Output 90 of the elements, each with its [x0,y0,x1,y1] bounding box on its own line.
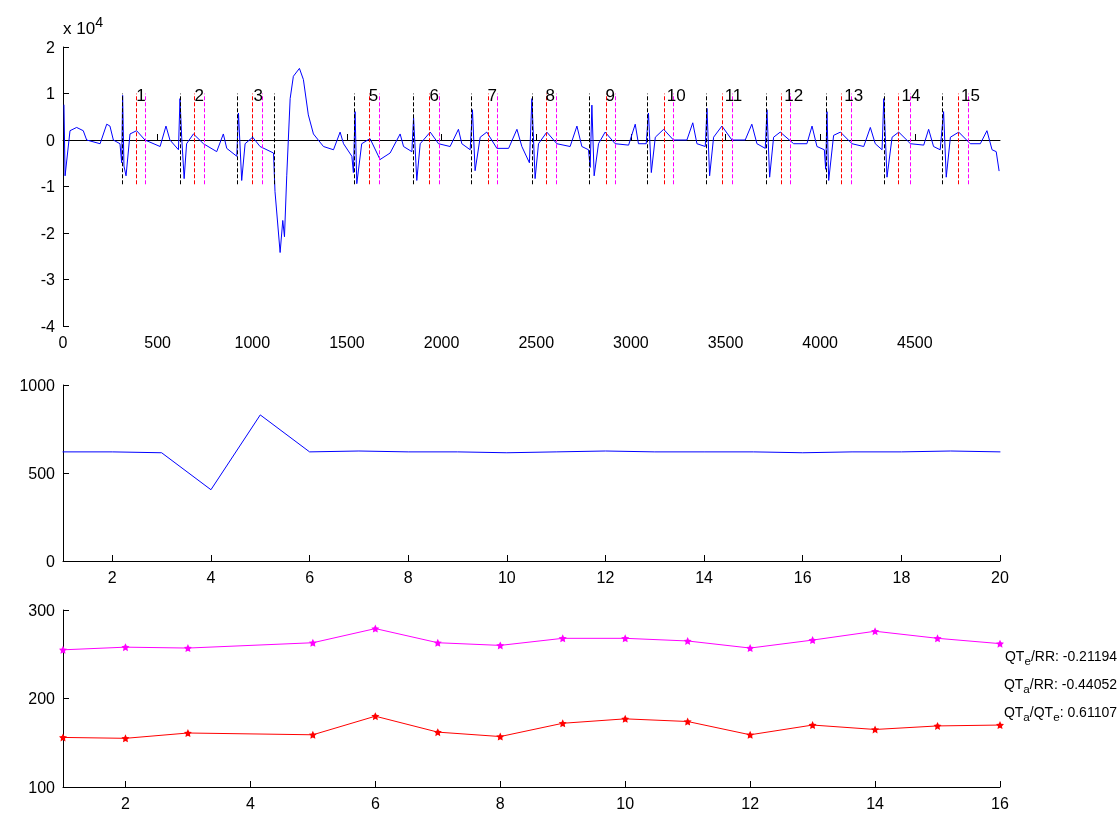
point [683,636,692,645]
point [996,639,1004,648]
x-tick-label: 4 [245,794,255,812]
annotation: 10 [666,86,686,106]
y-tick-label: 0 [46,552,56,570]
x-tick-label: 2 [107,568,117,586]
y-tick-label: -2 [40,224,56,242]
y-tick-label: 500 [28,464,56,482]
x-tick-label: 8 [495,794,505,812]
y-tick-label: 0 [46,131,56,149]
point [933,634,942,643]
x-tick-label: 10 [616,794,635,812]
point [496,732,505,741]
annotation: 8 [545,86,555,106]
annotation: 12 [784,86,804,106]
x-tick-label: 16 [793,568,812,586]
point [933,721,942,730]
annotation: 7 [487,86,498,106]
annotation: 3 [253,86,264,106]
point [746,730,755,739]
annotation: 6 [429,86,439,106]
line-series [62,414,1001,491]
x-tick-label: 14 [866,794,885,812]
x-tick-label: 8 [403,568,413,586]
x-tick-label: 12 [596,568,615,586]
x-tick-label: 4000 [802,333,839,351]
y-tick-label: 1 [46,85,56,102]
annotation: 14 [901,86,921,106]
point [558,719,567,728]
x-tick-label: 3000 [613,333,649,351]
annotation: 9 [605,86,615,106]
x-tick-label: 4 [206,568,216,586]
point [121,643,130,652]
x-tick-label: 6 [370,794,380,812]
y-tick-label: -1 [40,178,56,195]
x-tick-label: 18 [892,568,911,586]
point [808,721,817,730]
point [433,728,442,737]
x-tick-label: 4500 [897,333,933,351]
y-tick-label: 300 [28,601,56,619]
point [183,644,192,653]
x-tick-label: 1000 [234,333,271,351]
point [371,712,380,721]
x-tick-label: 2500 [518,333,555,351]
y-tick-label: 1000 [19,376,56,394]
x-tick-label: 2 [121,794,131,812]
point [683,717,692,726]
y-tick-label: -4 [40,317,56,335]
y-tick-label: 2 [46,38,56,56]
point [308,638,317,647]
point [496,641,505,650]
x-tick-label: 12 [741,794,760,812]
x-tick-label: 500 [144,333,172,351]
x-tick-label: 0 [58,333,68,351]
point [59,733,67,742]
point [808,636,817,645]
text: QT$_{e}$/RR: -0.21194 [1004,648,1117,667]
annotation: 1 [136,86,146,106]
x-tick-label: 20 [991,568,1009,586]
text: QT$_{a}$/RR: -0.44052 [1003,676,1117,695]
point [746,644,755,653]
y-tick-label: -3 [40,271,56,288]
text: QT$_{a}$/QT$_{e}$: 0.61107 [1003,704,1117,723]
x-tick-label: 10 [497,568,516,586]
point [871,725,880,734]
point [121,734,130,743]
point [371,624,380,633]
line-series [63,67,1000,254]
annotation: 2 [194,86,205,106]
point [871,627,880,636]
x-tick-label: 2000 [423,333,460,351]
annotation: 5 [368,86,379,106]
x-tick-label: 1500 [329,333,365,351]
x-tick-label: 6 [305,568,315,586]
point [183,729,192,738]
annotation: 11 [724,86,743,106]
point [621,714,630,723]
x-tick-label: 14 [695,568,714,586]
point [308,730,317,739]
text: x 10$^{4}$ [63,14,104,39]
annotation: 13 [844,86,864,106]
point [433,638,442,647]
point [996,721,1004,730]
y-tick-label: 200 [28,690,56,707]
point [621,634,630,643]
annotation: 15 [961,86,980,106]
y-tick-label: 100 [28,778,56,796]
x-tick-label: 16 [991,794,1009,812]
x-tick-label: 3500 [707,333,744,351]
point [558,634,567,643]
